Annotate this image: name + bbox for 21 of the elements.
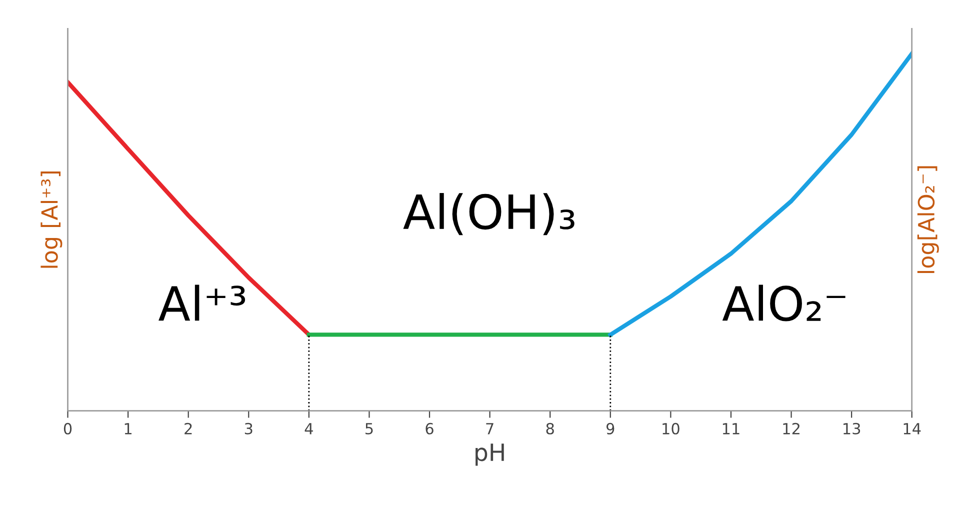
x-tick-label: 10 — [662, 422, 680, 434]
x-tick-label: 6 — [426, 422, 434, 434]
x-tick-label: 2 — [184, 422, 192, 434]
x-tick-label: 9 — [606, 422, 614, 434]
annotation: Al(OH)₃ — [403, 193, 574, 236]
annotation: AlO₂⁻ — [722, 284, 846, 322]
x-tick-label: 3 — [244, 422, 252, 434]
y2-axis-title: log[AlO₂⁻] — [917, 166, 939, 273]
y-axis-title: log [Al⁺³] — [40, 171, 62, 268]
x-tick-label: 14 — [904, 423, 921, 434]
x-tick-label: 13 — [844, 422, 860, 434]
x-tick-label: 7 — [486, 423, 494, 434]
x-tick-label: 0 — [64, 422, 72, 434]
x-tick-label: 11 — [722, 423, 740, 434]
x-tick-label: 5 — [366, 423, 373, 434]
x-axis-title: pH — [476, 444, 504, 466]
x-tick-label: 12 — [783, 422, 800, 434]
x-tick-label: 8 — [546, 422, 554, 434]
x-tick-label: 1 — [124, 423, 132, 434]
x-tick-label: 4 — [304, 423, 313, 434]
annotation: Al⁺³ — [158, 284, 246, 321]
